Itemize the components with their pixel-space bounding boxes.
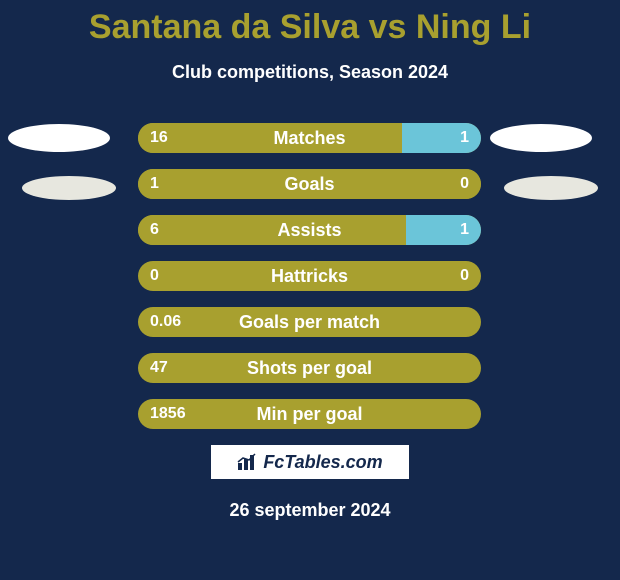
- title-player-right: Ning Li: [416, 8, 531, 46]
- stat-row-shots-per-goal: Shots per goal47: [138, 353, 481, 383]
- date-text: 26 september 2024: [0, 500, 620, 521]
- stat-value-left: 0.06: [150, 307, 181, 337]
- stat-label: Shots per goal: [138, 353, 481, 383]
- title-vs: vs: [359, 8, 416, 46]
- stat-value-left: 1856: [150, 399, 186, 429]
- stat-seg-left: [138, 215, 406, 245]
- stat-row-goals-per-match: Goals per match0.06: [138, 307, 481, 337]
- stat-seg-right: [406, 215, 481, 245]
- stat-row-matches: Matches161: [138, 123, 481, 153]
- stat-value-right: 0: [460, 261, 469, 291]
- stat-label: Min per goal: [138, 399, 481, 429]
- stat-value-left: 6: [150, 215, 159, 245]
- brand-badge: FcTables.com: [210, 444, 410, 480]
- stat-seg-right: [402, 123, 481, 153]
- stat-value-right: 0: [460, 169, 469, 199]
- stat-value-right: 1: [460, 215, 469, 245]
- stat-value-left: 16: [150, 123, 168, 153]
- stat-seg-left: [138, 169, 481, 199]
- stat-label: Hattricks: [138, 261, 481, 291]
- subtitle: Club competitions, Season 2024: [0, 62, 620, 83]
- stat-row-min-per-goal: Min per goal1856: [138, 399, 481, 429]
- decor-ellipse-top-left: [8, 124, 110, 152]
- decor-ellipse-bottom-right: [504, 176, 598, 200]
- stat-seg-left: [138, 123, 402, 153]
- decor-ellipse-top-right: [490, 124, 592, 152]
- page-title: Santana da Silva vs Ning Li: [0, 8, 620, 47]
- stat-value-left: 47: [150, 353, 168, 383]
- decor-ellipse-bottom-left: [22, 176, 116, 200]
- stat-label: Goals per match: [138, 307, 481, 337]
- stat-row-assists: Assists61: [138, 215, 481, 245]
- stat-row-goals: Goals10: [138, 169, 481, 199]
- stat-row-hattricks: Hattricks0 0: [138, 261, 481, 291]
- comparison-infographic: Santana da Silva vs Ning Li Club competi…: [0, 0, 620, 580]
- title-player-left: Santana da Silva: [89, 8, 359, 46]
- brand-text: FcTables.com: [263, 452, 382, 473]
- brand-chart-icon: [237, 453, 259, 471]
- stat-value-left: 0: [150, 261, 159, 291]
- stat-value-right: 1: [460, 123, 469, 153]
- stat-value-left: 1: [150, 169, 159, 199]
